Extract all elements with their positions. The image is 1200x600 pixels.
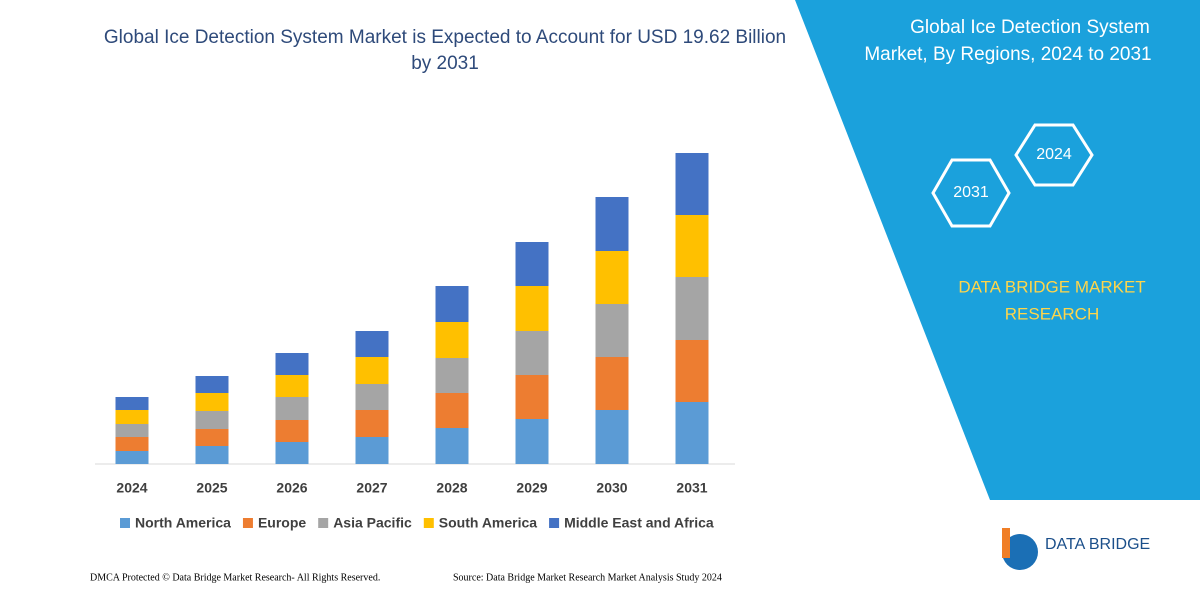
bar-segment bbox=[595, 251, 629, 304]
bar-segment bbox=[435, 322, 469, 358]
bar-segment bbox=[515, 242, 549, 286]
x-tick-label: 2030 bbox=[596, 480, 627, 496]
legend-label: Europe bbox=[258, 515, 306, 531]
bar-segment bbox=[195, 393, 229, 411]
legend-label: Middle East and Africa bbox=[564, 515, 714, 531]
hex-label: 2024 bbox=[1036, 146, 1072, 163]
bar-segment bbox=[595, 357, 629, 410]
logo-text: DATA BRIDGE bbox=[1045, 536, 1150, 553]
bar-segment bbox=[115, 410, 149, 424]
bar-segment bbox=[435, 428, 469, 464]
bar-segment bbox=[355, 331, 389, 357]
panel-title: Market, By Regions, 2024 to 2031 bbox=[864, 44, 1151, 65]
bar-segment bbox=[275, 353, 309, 375]
x-tick-label: 2027 bbox=[356, 480, 387, 496]
bar-segment bbox=[115, 451, 149, 464]
x-tick-label: 2028 bbox=[436, 480, 467, 496]
logo-mark bbox=[1002, 534, 1038, 570]
legend-swatch bbox=[423, 518, 434, 528]
bar-segment bbox=[515, 286, 549, 331]
x-tick-label: 2026 bbox=[276, 480, 307, 496]
legend-label: North America bbox=[135, 515, 231, 531]
bar-segment bbox=[115, 437, 149, 451]
x-tick-label: 2029 bbox=[516, 480, 547, 496]
logo: DATA BRIDGE bbox=[1002, 528, 1150, 570]
bar-segment bbox=[115, 424, 149, 437]
bar-segment bbox=[355, 410, 389, 437]
panel-title: Global Ice Detection System bbox=[910, 17, 1150, 38]
hexagon bbox=[931, 158, 1011, 228]
bar-segment bbox=[115, 397, 149, 410]
bar-segment bbox=[195, 429, 229, 446]
bar-segment bbox=[595, 197, 629, 251]
x-tick-label: 2031 bbox=[676, 480, 707, 496]
bar-segment bbox=[675, 277, 709, 340]
bar-segment bbox=[595, 304, 629, 357]
bar-segment bbox=[195, 446, 229, 464]
footer-right: Source: Data Bridge Market Research Mark… bbox=[453, 572, 722, 583]
hexagon bbox=[1014, 123, 1094, 187]
bar-segment bbox=[355, 384, 389, 410]
bar-segment bbox=[195, 376, 229, 393]
bar-segment bbox=[515, 375, 549, 419]
x-tick-label: 2024 bbox=[116, 480, 147, 496]
bar-segment bbox=[195, 411, 229, 429]
bar-segment bbox=[675, 153, 709, 215]
bar-segment bbox=[515, 419, 549, 464]
hex-label: 2031 bbox=[953, 184, 989, 201]
bar-segment bbox=[435, 286, 469, 322]
bar-segment bbox=[275, 420, 309, 442]
side-panel bbox=[795, 0, 1200, 500]
legend-label: South America bbox=[439, 515, 537, 531]
bar-segment bbox=[675, 215, 709, 277]
chart-title: Global Ice Detection System Market is Ex… bbox=[104, 27, 786, 74]
bar-segment bbox=[275, 442, 309, 464]
legend-swatch bbox=[549, 518, 560, 528]
bar-segment bbox=[275, 375, 309, 397]
bar-segment bbox=[355, 357, 389, 384]
bar-segment bbox=[595, 410, 629, 464]
legend-swatch bbox=[120, 518, 130, 528]
brand-text: DATA BRIDGE MARKET bbox=[958, 277, 1145, 296]
bar-segment bbox=[355, 437, 389, 464]
legend-swatch bbox=[318, 518, 329, 528]
logo-mark bbox=[1002, 528, 1010, 558]
bar-segment bbox=[515, 331, 549, 375]
bar-segment bbox=[435, 393, 469, 428]
bar-segment bbox=[675, 340, 709, 402]
brand-text: RESEARCH bbox=[1005, 304, 1099, 323]
footer-left: DMCA Protected © Data Bridge Market Rese… bbox=[90, 572, 380, 583]
legend-label: Asia Pacific bbox=[333, 515, 412, 531]
bar-segment bbox=[275, 397, 309, 420]
legend-swatch bbox=[242, 518, 253, 528]
x-tick-label: 2025 bbox=[196, 480, 227, 496]
bar-segment bbox=[675, 402, 709, 464]
bar-segment bbox=[435, 358, 469, 393]
